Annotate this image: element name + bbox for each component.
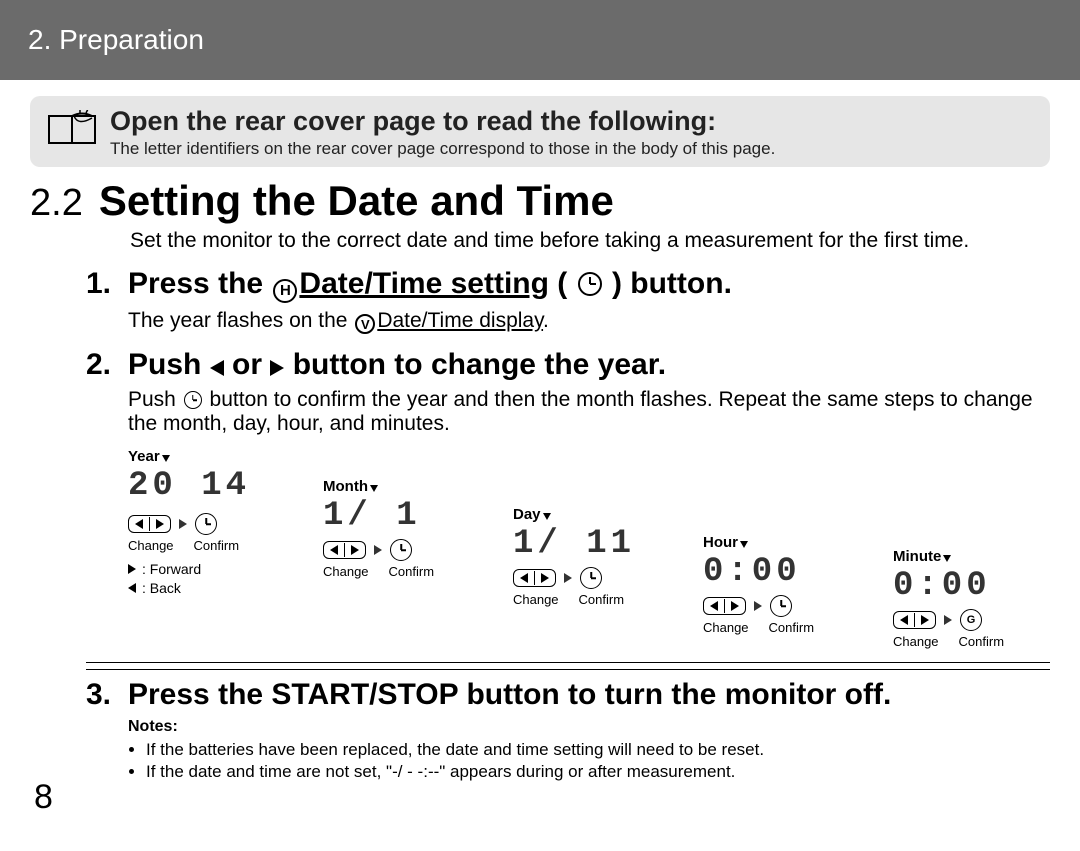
notes-list: If the batteries have been replaced, the… <box>128 740 1050 782</box>
year-value: 20 14 <box>128 469 250 503</box>
month-value: 1/ 1 <box>323 499 434 533</box>
clock-button-icon <box>390 539 412 561</box>
rear-cover-callout: Open the rear cover page to read the fol… <box>30 96 1050 167</box>
change-pill <box>703 597 746 615</box>
change-pill <box>893 611 936 629</box>
arrow-icon <box>564 573 572 583</box>
arrow-icon <box>179 519 187 529</box>
section-heading: 2.2 Setting the Date and Time <box>30 177 1050 225</box>
arrow-icon <box>374 545 382 555</box>
down-triangle-icon <box>162 455 170 462</box>
notes-heading: Notes: <box>128 718 1050 736</box>
clock-button-icon <box>770 595 792 617</box>
letter-h-icon: H <box>273 279 297 303</box>
step-3: 3. Press the START/STOP button to turn t… <box>86 678 1050 782</box>
date-time-diagram: Year 20 14 ChangeConfirm : Forward : Bac… <box>128 448 1050 648</box>
year-group: Year 20 14 ChangeConfirm : Forward : Bac… <box>128 448 250 599</box>
clock-icon <box>578 272 602 296</box>
callout-main: Open the rear cover page to read the fol… <box>110 106 775 137</box>
step-2-body: Push button to confirm the year and then… <box>128 388 1050 436</box>
month-group: Month 1/ 1 ChangeConfirm <box>323 478 434 579</box>
clock-icon <box>184 391 202 409</box>
down-triangle-icon <box>943 555 951 562</box>
right-triangle-icon <box>270 360 284 376</box>
clock-button-icon <box>580 567 602 589</box>
arrow-icon <box>754 601 762 611</box>
step-2: 2. Push or button to change the year. Pu… <box>86 348 1050 648</box>
minute-value: 0:00 <box>893 569 1004 603</box>
minute-group: Minute 0:00 G ChangeConfirm <box>893 548 1004 649</box>
step-1: 1. Press the HDate/Time setting ( ) butt… <box>86 267 1050 334</box>
change-pill <box>128 515 171 533</box>
callout-text: Open the rear cover page to read the fol… <box>110 106 775 159</box>
callout-sub: The letter identifiers on the rear cover… <box>110 139 775 159</box>
left-triangle-icon <box>210 360 224 376</box>
hour-value: 0:00 <box>703 555 814 589</box>
page-content: Open the rear cover page to read the fol… <box>0 80 1080 648</box>
legend: : Forward : Back <box>128 561 250 596</box>
divider <box>86 662 1050 663</box>
step-2-number: 2. <box>86 348 120 382</box>
clock-button-icon <box>195 513 217 535</box>
change-pill <box>513 569 556 587</box>
step-1-title: Press the HDate/Time setting ( ) button. <box>128 267 732 303</box>
steps-list: 1. Press the HDate/Time setting ( ) butt… <box>86 267 1050 648</box>
change-pill <box>323 541 366 559</box>
down-triangle-icon <box>543 513 551 520</box>
forward-icon <box>128 564 136 574</box>
note-item: If the batteries have been replaced, the… <box>146 740 1050 760</box>
section-number: 2.2 <box>30 182 83 225</box>
section-title: Setting the Date and Time <box>99 177 614 225</box>
chapter-header: 2. Preparation <box>0 0 1080 80</box>
day-group: Day 1/ 11 ChangeConfirm <box>513 506 635 607</box>
step-2-title: Push or button to change the year. <box>128 348 666 382</box>
day-value: 1/ 11 <box>513 527 635 561</box>
step-1-body: The year flashes on the VDate/Time displ… <box>128 309 1050 335</box>
section-description: Set the monitor to the correct date and … <box>130 229 1050 253</box>
confirm-button-icon: G <box>960 609 982 631</box>
step-3-title: Press the START/STOP button to turn the … <box>128 678 891 712</box>
note-item: If the date and time are not set, "-/ - … <box>146 762 1050 782</box>
step-1-number: 1. <box>86 267 120 301</box>
step-3-number: 3. <box>86 678 120 712</box>
down-triangle-icon <box>740 541 748 548</box>
hour-group: Hour 0:00 ChangeConfirm <box>703 534 814 635</box>
letter-v-icon: V <box>355 314 375 334</box>
open-book-icon <box>48 110 96 149</box>
divider <box>86 669 1050 670</box>
arrow-icon <box>944 615 952 625</box>
down-triangle-icon <box>370 485 378 492</box>
chapter-title: 2. Preparation <box>28 24 204 56</box>
back-icon <box>128 583 136 593</box>
page-number: 8 <box>34 778 53 817</box>
